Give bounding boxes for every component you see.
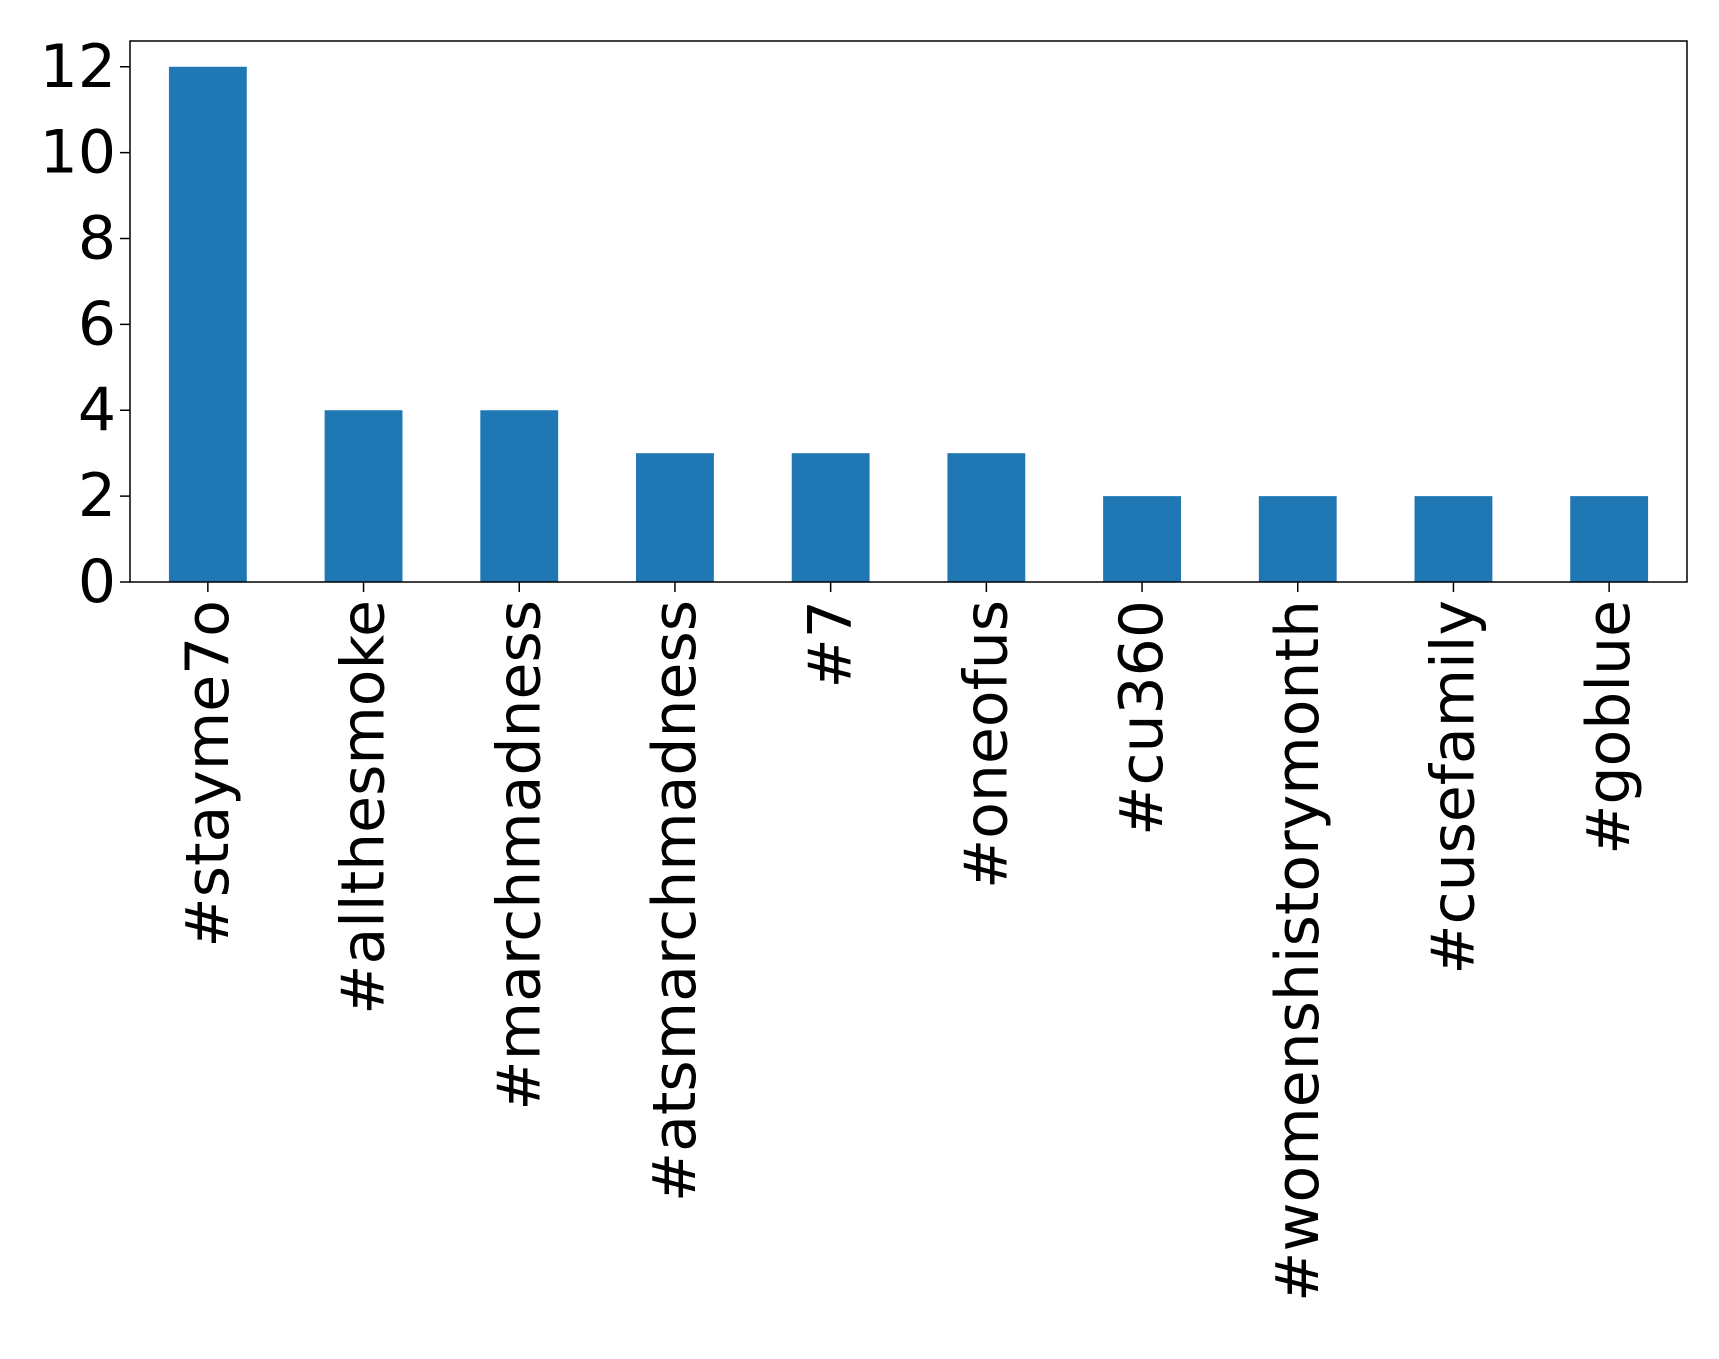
bar-5 <box>947 453 1026 582</box>
bar-7 <box>1258 496 1337 582</box>
x-tick-label-2: #marchmadness <box>484 600 554 1111</box>
y-tick-label-1: 2 <box>78 461 116 531</box>
bar-6 <box>1103 496 1181 582</box>
x-tick-label-3: #atsmarchmadness <box>640 600 710 1202</box>
x-tick-label-7: #womenshistorymonth <box>1263 600 1333 1302</box>
bar-8 <box>1414 496 1493 582</box>
y-axis: 0 2 4 6 8 10 12 <box>40 32 130 617</box>
x-tick-label-4: #7 <box>796 600 866 688</box>
y-tick-label-5: 10 <box>40 118 116 188</box>
bars-group <box>168 66 1649 582</box>
x-tick-label-1: #allthesmoke <box>329 600 399 1015</box>
x-tick-label-9: #goblue <box>1574 600 1644 855</box>
bar-4 <box>791 453 870 582</box>
bar-3 <box>636 453 714 582</box>
bar-9 <box>1570 496 1649 582</box>
bar-0 <box>168 66 247 582</box>
x-axis: #stayme7o #allthesmoke #marchmadness #atsma… <box>173 582 1644 1302</box>
y-tick-label-0: 0 <box>78 547 116 617</box>
x-tick-label-8: #cusefamily <box>1418 600 1488 975</box>
x-tick-label-0: #stayme7o <box>173 600 243 948</box>
y-tick-label-3: 6 <box>78 289 116 359</box>
y-tick-label-2: 4 <box>78 375 116 445</box>
bar-2 <box>480 410 559 582</box>
y-tick-label-6: 12 <box>40 32 116 102</box>
y-tick-label-4: 8 <box>78 204 116 274</box>
bar-1 <box>324 410 403 582</box>
x-tick-label-5: #oneofus <box>951 600 1021 889</box>
plot-frame <box>129 40 1688 583</box>
x-tick-label-6: #cu360 <box>1107 600 1177 836</box>
